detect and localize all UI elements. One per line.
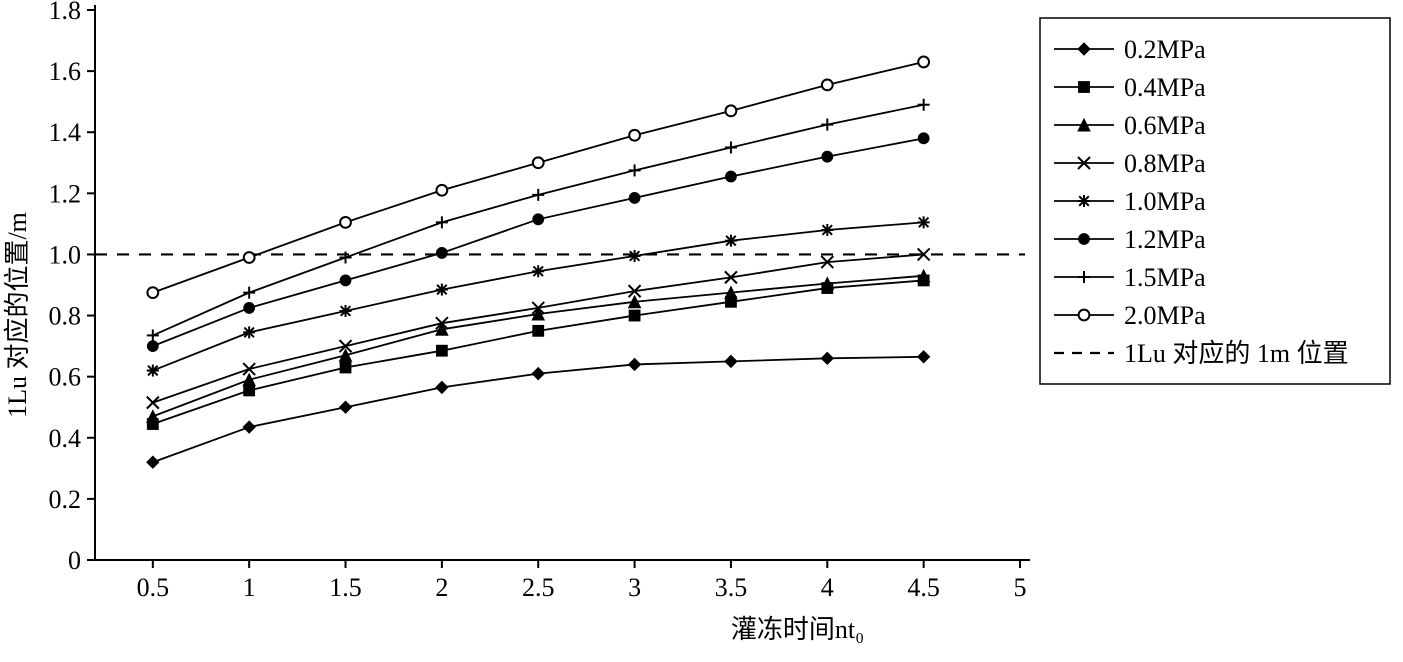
- y-tick-label: 0.2: [49, 485, 82, 514]
- legend-label: 1Lu 对应的 1m 位置: [1124, 339, 1349, 368]
- y-tick-label: 1.6: [49, 57, 82, 86]
- x-tick-label: 2: [435, 573, 448, 602]
- y-tick-label: 0.4: [49, 424, 82, 453]
- y-tick-label: 0.8: [49, 302, 82, 331]
- y-tick-label: 1.2: [49, 179, 82, 208]
- y-tick-label: 1.4: [49, 118, 82, 147]
- x-tick-label: 3.5: [715, 573, 748, 602]
- x-tick-label: 3: [628, 573, 641, 602]
- y-tick-label: 0: [68, 546, 81, 575]
- x-tick-label: 2.5: [522, 573, 555, 602]
- legend-label: 0.8MPa: [1124, 149, 1206, 178]
- chart-container: 0 0.2 0.4 0.6 0.8 1.0 1.2 1.4 1.6 1.8 0.5 1 1.5 2 2.5 3…: [0, 0, 1403, 662]
- legend: 0.2MPa 0.4MPa 0.6MPa 0.8MPa 1.0MPa 1.2MPa 1.5M…: [1040, 18, 1390, 384]
- x-tick-label: 4.5: [907, 573, 940, 602]
- y-tick-label: 0.6: [49, 363, 82, 392]
- legend-label: 0.4MPa: [1124, 73, 1206, 102]
- x-tick-label: 1.5: [329, 573, 362, 602]
- legend-label: 1.2MPa: [1124, 225, 1206, 254]
- y-axis-label: 1Lu 对应的位置/m: [3, 212, 32, 418]
- x-tick-label: 1: [243, 573, 256, 602]
- line-chart: 0 0.2 0.4 0.6 0.8 1.0 1.2 1.4 1.6 1.8 0.5 1 1.5 2 2.5 3…: [0, 0, 1403, 662]
- legend-label: 0.6MPa: [1124, 111, 1206, 140]
- legend-label: 0.2MPa: [1124, 35, 1206, 64]
- y-tick-label: 1.0: [49, 240, 82, 269]
- legend-label: 1.5MPa: [1124, 263, 1206, 292]
- x-axis-label: 灌冻时间nt₀: [731, 615, 864, 644]
- y-tick-label: 1.8: [49, 0, 82, 25]
- x-tick-label: 0.5: [137, 573, 170, 602]
- x-tick-label: 4: [821, 573, 834, 602]
- legend-label: 1.0MPa: [1124, 187, 1206, 216]
- x-tick-label: 5: [1014, 573, 1027, 602]
- legend-label: 2.0MPa: [1124, 301, 1206, 330]
